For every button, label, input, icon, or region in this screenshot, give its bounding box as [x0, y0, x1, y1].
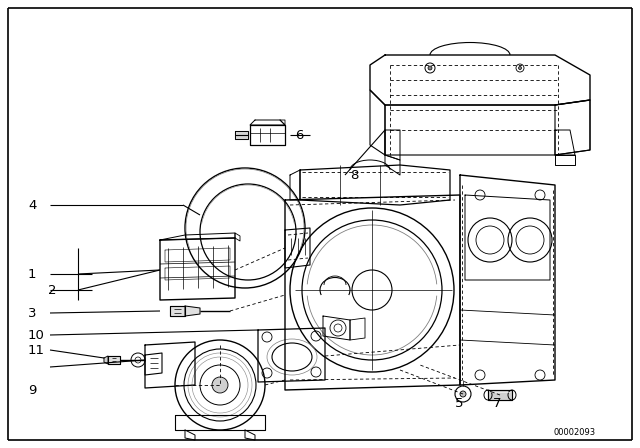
Polygon shape [185, 306, 200, 316]
Polygon shape [104, 356, 108, 364]
Text: 00002093: 00002093 [553, 427, 595, 436]
Text: 5: 5 [455, 396, 463, 409]
Text: 8: 8 [350, 168, 358, 181]
Polygon shape [108, 356, 120, 364]
Text: 2: 2 [48, 284, 56, 297]
Polygon shape [170, 306, 185, 316]
Polygon shape [235, 131, 248, 139]
Text: 10: 10 [28, 328, 45, 341]
Text: 4: 4 [28, 198, 36, 211]
Text: 7: 7 [493, 396, 502, 409]
Text: 6: 6 [295, 129, 303, 142]
Polygon shape [488, 390, 512, 400]
Text: 9: 9 [28, 383, 36, 396]
Text: 3: 3 [28, 306, 36, 319]
Text: 11: 11 [28, 344, 45, 357]
Text: 1: 1 [28, 267, 36, 280]
Circle shape [428, 66, 432, 70]
Circle shape [460, 391, 466, 397]
Circle shape [212, 377, 228, 393]
Circle shape [518, 66, 522, 69]
